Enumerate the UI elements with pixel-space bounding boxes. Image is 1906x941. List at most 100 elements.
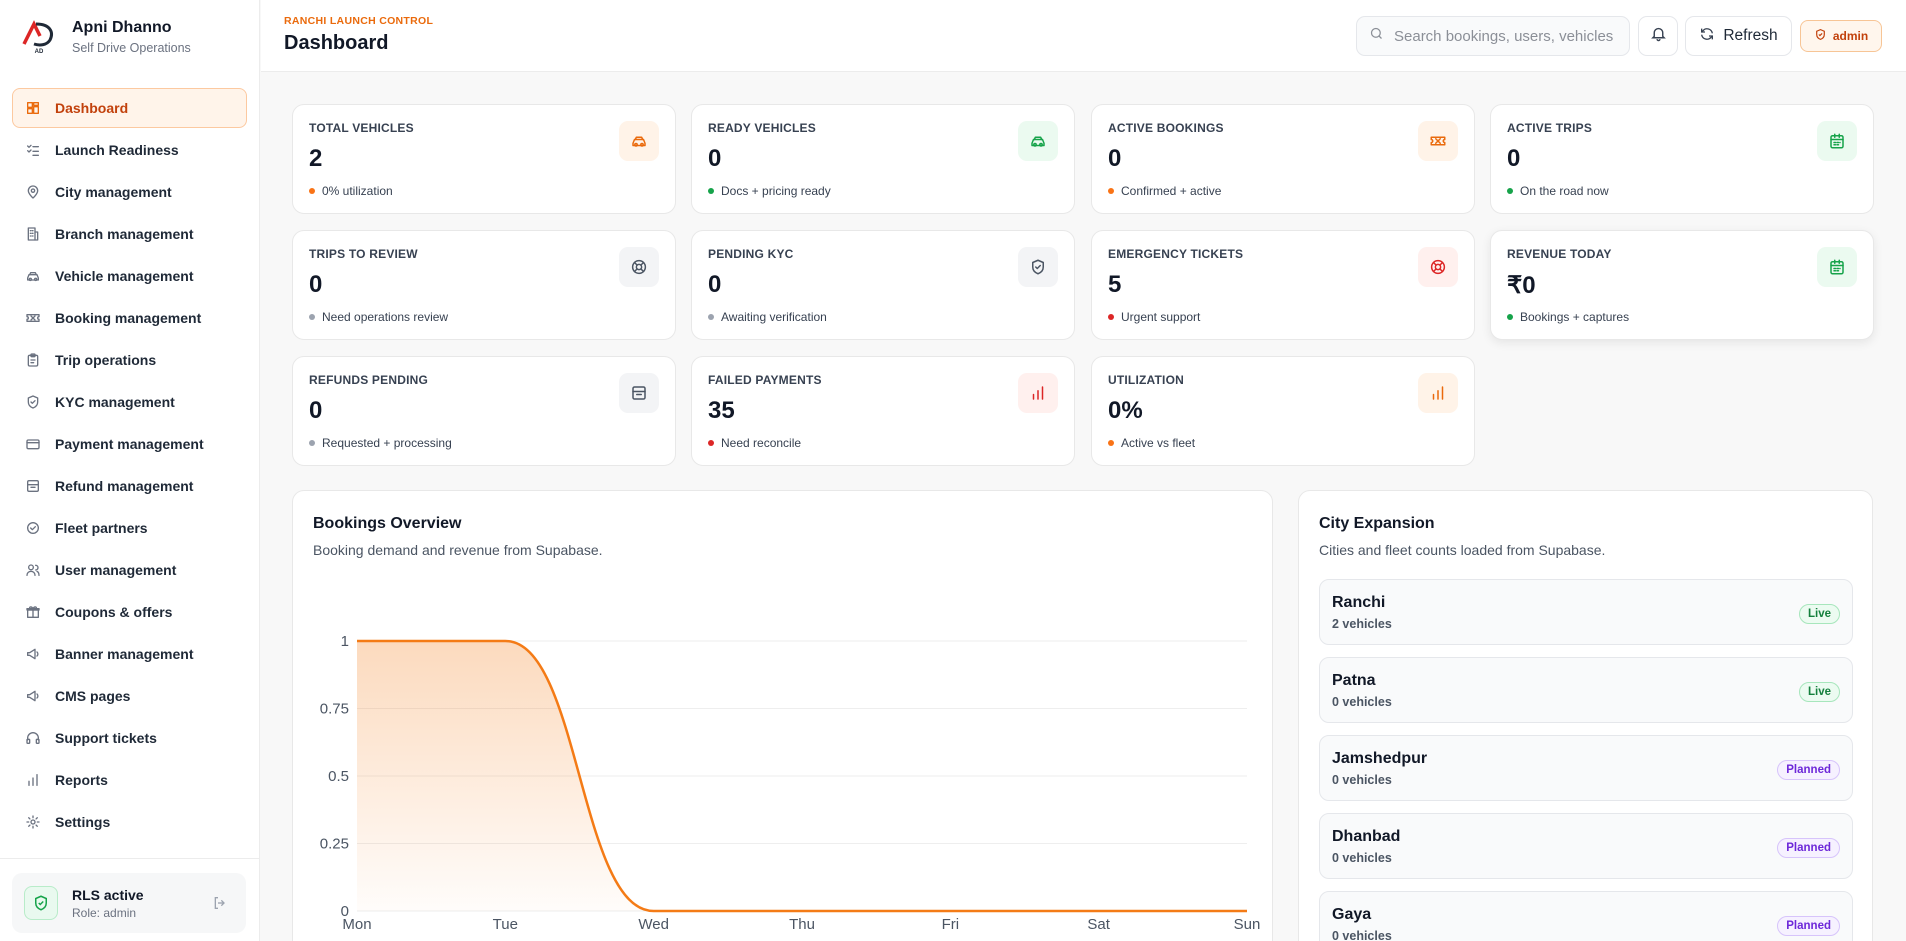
brand-logo-text: AD: [35, 49, 44, 55]
status-dot: [708, 314, 714, 320]
refresh-button[interactable]: Refresh: [1685, 16, 1792, 56]
credit-card-icon: [25, 436, 41, 452]
sidebar-item-dashboard[interactable]: Dashboard: [12, 88, 247, 128]
stat-note: Urgent support: [1108, 310, 1200, 324]
checklist-icon: [25, 142, 41, 158]
stat-note-text: Need reconcile: [721, 436, 802, 450]
shield-icon: [1018, 247, 1058, 287]
stat-note: Active vs fleet: [1108, 436, 1195, 450]
users-icon: [25, 562, 41, 578]
sidebar-item-settings[interactable]: Settings: [12, 802, 247, 842]
status-dot: [1108, 314, 1114, 320]
stat-label: PENDING KYC: [708, 247, 794, 261]
city-vehicle-count: 0 vehicles: [1332, 695, 1392, 709]
sidebar-item-label: Payment management: [55, 436, 204, 452]
building-icon: [25, 226, 41, 242]
stat-note: 0% utilization: [309, 184, 393, 198]
city-expansion-title: City Expansion: [1319, 515, 1435, 532]
sidebar-item-city-management[interactable]: City management: [12, 172, 247, 212]
logout-icon[interactable]: [212, 895, 228, 916]
y-tick-label: 0.5: [328, 768, 349, 785]
sidebar-item-label: Refund management: [55, 478, 194, 494]
sidebar-item-banner-management[interactable]: Banner management: [12, 634, 247, 674]
archive-icon: [25, 478, 41, 494]
city-row-gaya[interactable]: Gaya 0 vehicles Planned: [1319, 891, 1853, 941]
lifebuoy-icon: [1418, 247, 1458, 287]
ticket-icon: [25, 310, 41, 326]
stat-note: Awaiting verification: [708, 310, 827, 324]
stat-card-ready-vehicles[interactable]: READY VEHICLES 0 Docs + pricing ready: [691, 104, 1075, 214]
search-input[interactable]: [1394, 27, 1624, 45]
stat-card-emergency-tickets[interactable]: EMERGENCY TICKETS 5 Urgent support: [1091, 230, 1475, 340]
sidebar-item-booking-management[interactable]: Booking management: [12, 298, 247, 338]
x-tick-label: Tue: [493, 916, 518, 933]
stat-card-trips-to-review[interactable]: TRIPS TO REVIEW 0 Need operations review: [292, 230, 676, 340]
sidebar-item-payment-management[interactable]: Payment management: [12, 424, 247, 464]
check-circle-icon: [25, 520, 41, 536]
city-name: Dhanbad: [1332, 828, 1401, 845]
stat-note-text: On the road now: [1520, 184, 1609, 198]
stat-value: 0: [309, 271, 323, 298]
stat-note-text: 0% utilization: [322, 184, 393, 198]
bar-chart-icon: [1418, 373, 1458, 413]
stat-note: On the road now: [1507, 184, 1609, 198]
sidebar-item-refund-management[interactable]: Refund management: [12, 466, 247, 506]
stat-label: TRIPS TO REVIEW: [309, 247, 418, 261]
sidebar-item-label: Vehicle management: [55, 268, 194, 284]
city-row-patna[interactable]: Patna 0 vehicles Live: [1319, 657, 1853, 723]
sidebar-item-label: Booking management: [55, 310, 202, 326]
role-badge[interactable]: admin: [1800, 20, 1882, 52]
archive-icon: [619, 373, 659, 413]
refresh-icon: [1699, 26, 1715, 47]
sidebar-item-reports[interactable]: Reports: [12, 760, 247, 800]
sidebar-item-user-management[interactable]: User management: [12, 550, 247, 590]
sidebar-item-fleet-partners[interactable]: Fleet partners: [12, 508, 247, 548]
stat-card-utilization[interactable]: UTILIZATION 0% Active vs fleet: [1091, 356, 1475, 466]
calendar-icon: [1817, 247, 1857, 287]
calendar-icon: [1817, 121, 1857, 161]
bookings-overview-title: Bookings Overview: [313, 515, 462, 532]
stat-card-active-trips[interactable]: ACTIVE TRIPS 0 On the road now: [1490, 104, 1874, 214]
city-row-ranchi[interactable]: Ranchi 2 vehicles Live: [1319, 579, 1853, 645]
stat-label: READY VEHICLES: [708, 121, 816, 135]
sidebar-item-label: Fleet partners: [55, 520, 148, 536]
sidebar-item-trip-operations[interactable]: Trip operations: [12, 340, 247, 380]
sidebar-item-label: Settings: [55, 814, 111, 830]
stat-card-active-bookings[interactable]: ACTIVE BOOKINGS 0 Confirmed + active: [1091, 104, 1475, 214]
sidebar-item-label: Banner management: [55, 646, 194, 662]
bookings-overview-panel: Bookings Overview Booking demand and rev…: [292, 490, 1273, 941]
city-name: Jamshedpur: [1332, 750, 1428, 767]
sidebar-item-label: Trip operations: [55, 352, 157, 368]
stat-label: FAILED PAYMENTS: [708, 373, 822, 387]
sidebar-item-vehicle-management[interactable]: Vehicle management: [12, 256, 247, 296]
stat-card-revenue-today[interactable]: REVENUE TODAY ₹0 Bookings + captures: [1490, 230, 1874, 340]
city-vehicle-count: 0 vehicles: [1332, 929, 1392, 941]
sidebar-item-coupons-offers[interactable]: Coupons & offers: [12, 592, 247, 632]
sidebar-item-support-tickets[interactable]: Support tickets: [12, 718, 247, 758]
series-area: [357, 641, 1247, 911]
sidebar-footer: RLS active Role: admin: [0, 858, 260, 941]
status-dot: [1507, 188, 1513, 194]
sidebar-item-launch-readiness[interactable]: Launch Readiness: [12, 130, 247, 170]
stat-value: 0: [309, 397, 323, 424]
stat-card-pending-kyc[interactable]: PENDING KYC 0 Awaiting verification: [691, 230, 1075, 340]
stat-card-total-vehicles[interactable]: TOTAL VEHICLES 2 0% utilization: [292, 104, 676, 214]
sidebar-item-label: User management: [55, 562, 177, 578]
notifications-button[interactable]: [1638, 16, 1678, 56]
city-row-jamshedpur[interactable]: Jamshedpur 0 vehicles Planned: [1319, 735, 1853, 801]
city-row-dhanbad[interactable]: Dhanbad 0 vehicles Planned: [1319, 813, 1853, 879]
sidebar-item-branch-management[interactable]: Branch management: [12, 214, 247, 254]
stat-value: 0: [708, 271, 722, 298]
header-eyebrow: RANCHI LAUNCH CONTROL: [284, 15, 434, 27]
refresh-label: Refresh: [1723, 27, 1778, 44]
sidebar-item-cms-pages[interactable]: CMS pages: [12, 676, 247, 716]
stat-note-text: Confirmed + active: [1121, 184, 1222, 198]
stat-card-failed-payments[interactable]: FAILED PAYMENTS 35 Need reconcile: [691, 356, 1075, 466]
stat-card-refunds-pending[interactable]: REFUNDS PENDING 0 Requested + processing: [292, 356, 676, 466]
x-tick-label: Fri: [942, 916, 960, 933]
status-dot: [309, 440, 315, 446]
y-tick-label: 0.75: [320, 701, 349, 718]
y-tick-label: 0: [341, 903, 349, 920]
city-vehicle-count: 0 vehicles: [1332, 851, 1392, 865]
sidebar-item-kyc-management[interactable]: KYC management: [12, 382, 247, 422]
